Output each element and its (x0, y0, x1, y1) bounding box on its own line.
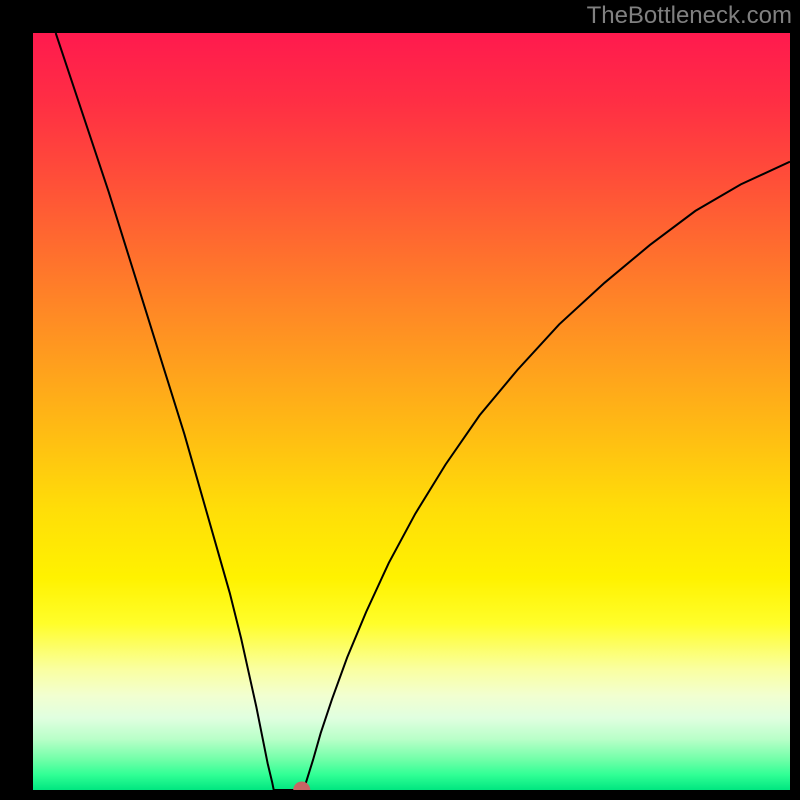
watermark-text: TheBottleneck.com (587, 2, 792, 30)
bottleneck-chart (0, 0, 800, 800)
chart-background-gradient (33, 33, 790, 790)
